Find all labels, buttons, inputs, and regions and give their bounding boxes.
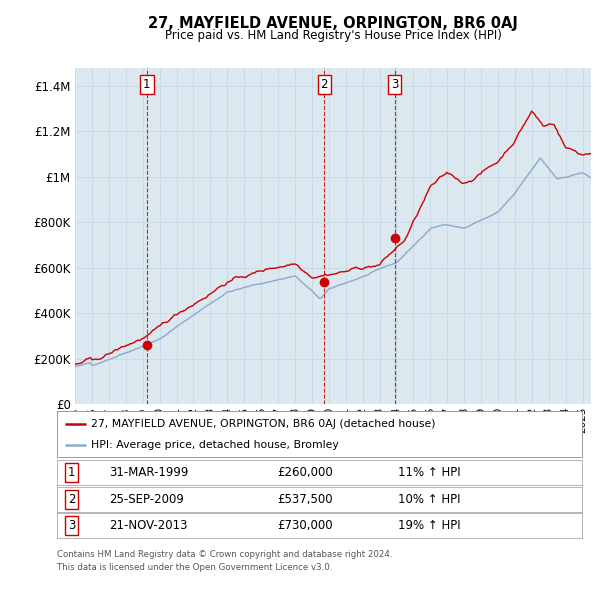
Text: 10% ↑ HPI: 10% ↑ HPI	[398, 493, 461, 506]
Text: 27, MAYFIELD AVENUE, ORPINGTON, BR6 0AJ: 27, MAYFIELD AVENUE, ORPINGTON, BR6 0AJ	[148, 16, 518, 31]
Text: 2: 2	[68, 493, 76, 506]
Text: HPI: Average price, detached house, Bromley: HPI: Average price, detached house, Brom…	[91, 440, 339, 450]
Text: This data is licensed under the Open Government Licence v3.0.: This data is licensed under the Open Gov…	[57, 563, 332, 572]
Text: £730,000: £730,000	[277, 519, 333, 532]
Text: £537,500: £537,500	[277, 493, 333, 506]
Text: 3: 3	[68, 519, 76, 532]
Text: 21-NOV-2013: 21-NOV-2013	[110, 519, 188, 532]
Text: £260,000: £260,000	[277, 466, 333, 479]
Text: Price paid vs. HM Land Registry's House Price Index (HPI): Price paid vs. HM Land Registry's House …	[164, 30, 502, 42]
Text: Contains HM Land Registry data © Crown copyright and database right 2024.: Contains HM Land Registry data © Crown c…	[57, 550, 392, 559]
Text: 25-SEP-2009: 25-SEP-2009	[110, 493, 184, 506]
Text: 11% ↑ HPI: 11% ↑ HPI	[398, 466, 461, 479]
Text: 19% ↑ HPI: 19% ↑ HPI	[398, 519, 461, 532]
Text: 1: 1	[143, 78, 151, 91]
Text: 27, MAYFIELD AVENUE, ORPINGTON, BR6 0AJ (detached house): 27, MAYFIELD AVENUE, ORPINGTON, BR6 0AJ …	[91, 419, 436, 429]
Text: 31-MAR-1999: 31-MAR-1999	[110, 466, 189, 479]
Text: 3: 3	[391, 78, 398, 91]
Text: 2: 2	[320, 78, 328, 91]
Text: 1: 1	[68, 466, 76, 479]
